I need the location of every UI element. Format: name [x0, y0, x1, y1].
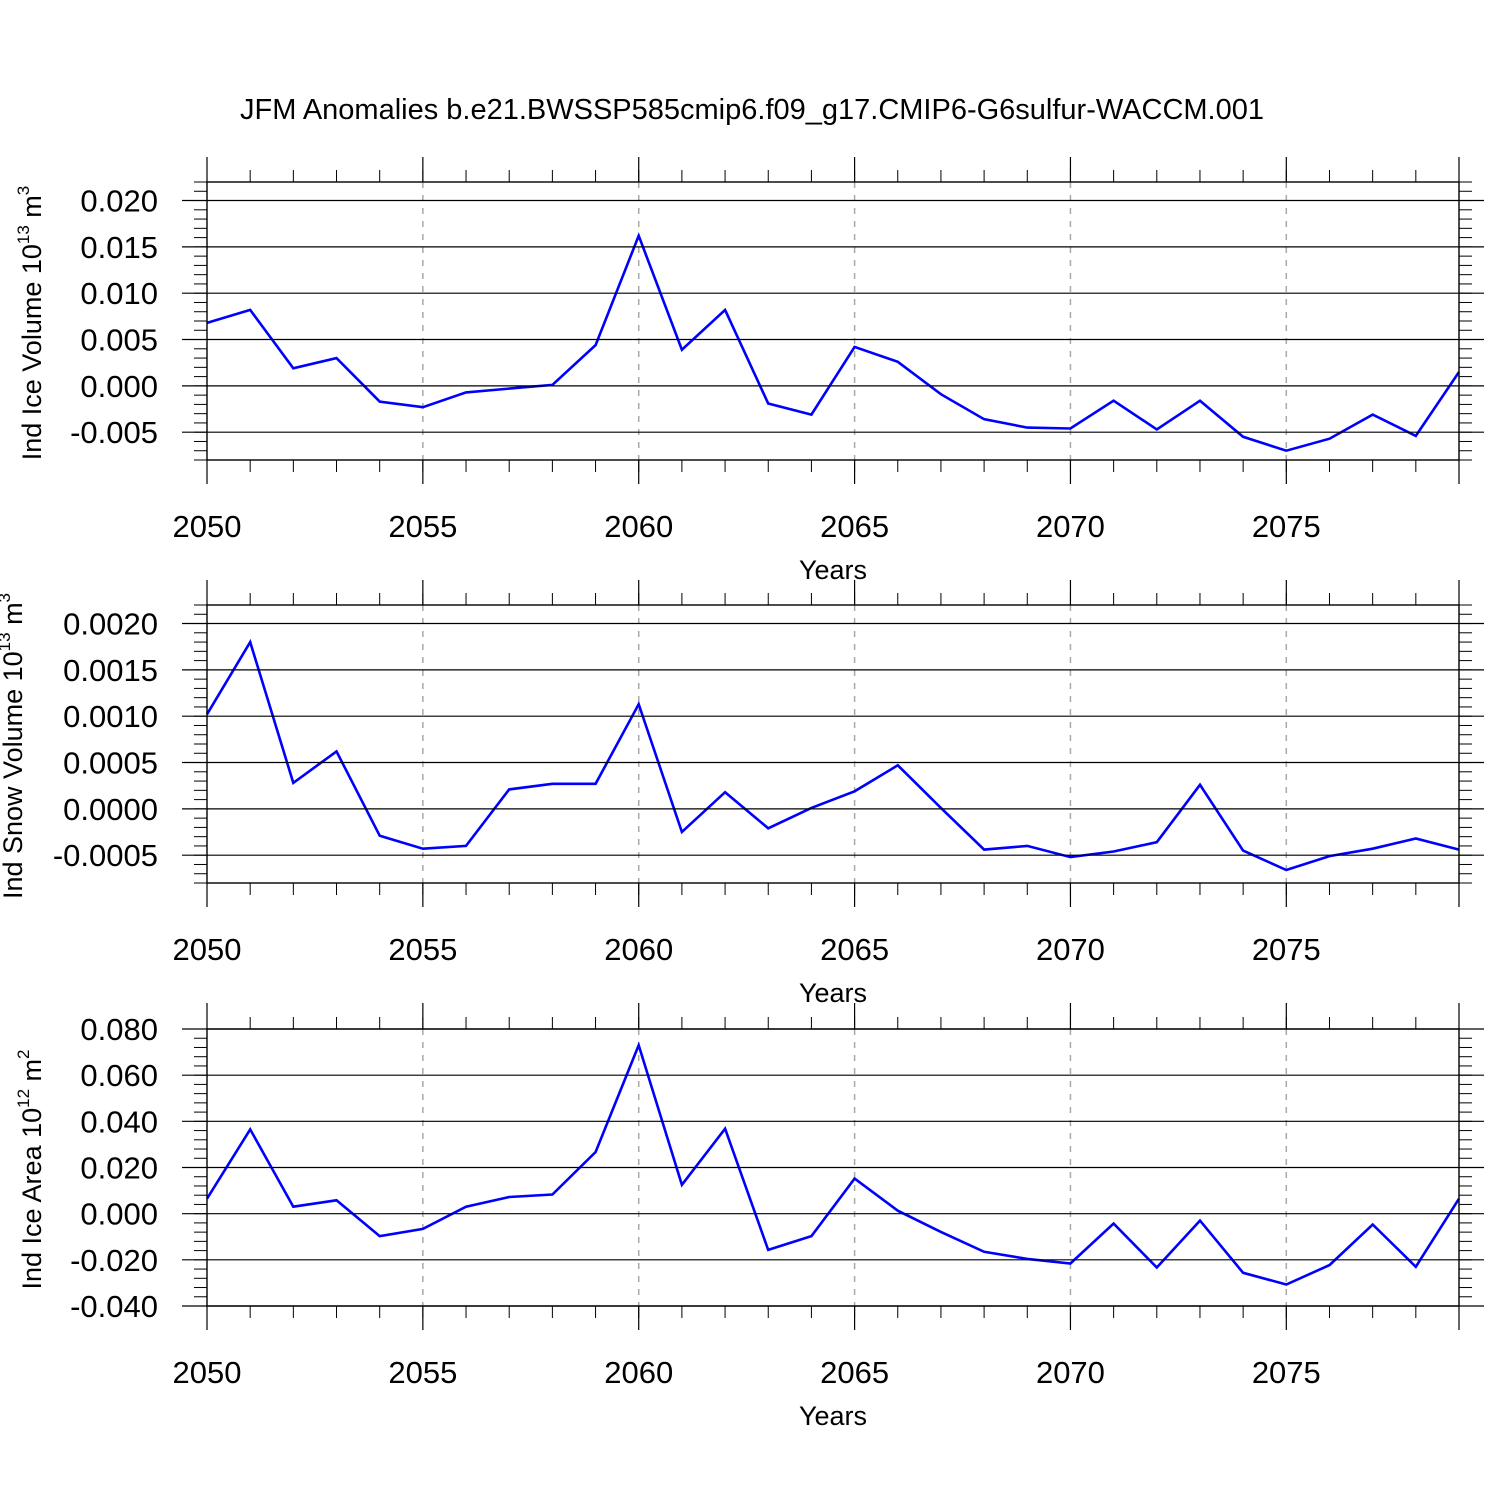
y-tick-label: 0.0005	[63, 746, 158, 781]
x-tick-label: 2055	[388, 932, 457, 967]
y-tick-label: -0.020	[70, 1243, 158, 1278]
y-tick-label: 0.080	[80, 1012, 158, 1047]
x-axis-label: Years	[799, 555, 867, 585]
y-tick-label: 0.015	[80, 230, 158, 265]
y-axis-label-superscript: 2	[14, 1049, 33, 1058]
x-tick-label: 2050	[173, 932, 242, 967]
plot-frame	[206, 1028, 1460, 1307]
y-axis-label-superscript: 3	[14, 186, 33, 195]
x-tick-label: 2060	[604, 932, 673, 967]
chart-panel-1: 0.020 0.015 0.010 0.005 0.000 -0.005 2050 2055 2…	[14, 157, 1484, 585]
x-tick-label: 2055	[388, 509, 457, 544]
x-tick-label: 2050	[173, 1355, 242, 1390]
x-tick-label: 2065	[820, 1355, 889, 1390]
x-tick-label: 2070	[1036, 509, 1105, 544]
y-tick-label: 0.040	[80, 1104, 158, 1139]
y-tick-label: 0.020	[80, 184, 158, 219]
y-tick-label: 0.010	[80, 276, 158, 311]
y-axis-label: Ind Ice Volume 1013 m3	[14, 186, 47, 461]
y-axis-label-text: Ind Ice Volume 10	[17, 244, 47, 460]
chart-panel-3: 0.080 0.060 0.040 0.020 0.000 -0.020 -0.040 205…	[14, 1003, 1484, 1431]
y-axis-label-text: m	[17, 195, 47, 225]
x-tick-label: 2075	[1252, 509, 1321, 544]
y-tick-label: 0.005	[80, 323, 158, 358]
y-axis-label-superscript: 13	[0, 632, 14, 651]
x-axis-label: Years	[799, 978, 867, 1008]
x-tick-label: 2075	[1252, 1355, 1321, 1390]
plot-frame	[206, 181, 1460, 461]
y-tick-label: 0.000	[80, 1197, 158, 1232]
y-axis-label-text: m	[17, 1059, 47, 1089]
y-tick-label: -0.040	[70, 1289, 158, 1324]
y-tick-label: 0.060	[80, 1058, 158, 1093]
y-axis-label-superscript: 3	[0, 593, 14, 602]
x-tick-label: 2070	[1036, 932, 1105, 967]
y-tick-label: -0.005	[70, 415, 158, 450]
figure-title: JFM Anomalies b.e21.BWSSP585cmip6.f09_g1…	[240, 94, 1264, 126]
x-axis-label: Years	[799, 1401, 867, 1431]
y-tick-label: 0.020	[80, 1151, 158, 1186]
y-axis-label-superscript: 12	[14, 1089, 33, 1108]
y-tick-label: 0.0020	[63, 607, 158, 642]
x-tick-label: 2060	[604, 1355, 673, 1390]
data-line	[205, 638, 1460, 872]
y-axis-label-text: Ind Ice Area 10	[17, 1108, 47, 1290]
y-tick-label: 0.0015	[63, 653, 158, 688]
y-axis-label: Ind Snow Volume 1013 m3	[0, 593, 28, 899]
x-tick-label: 2075	[1252, 932, 1321, 967]
y-axis-label: Ind Ice Area 1012 m2	[14, 1049, 47, 1289]
y-tick-label: 0.0000	[63, 792, 158, 827]
y-tick-label: -0.0005	[53, 838, 158, 873]
data-line	[205, 1041, 1461, 1286]
data-line	[206, 232, 1461, 453]
x-tick-label: 2060	[604, 509, 673, 544]
y-tick-label: 0.000	[80, 369, 158, 404]
chart-panel-2: 0.0020 0.0015 0.0010 0.0005 0.0000 -0.0005 205…	[0, 580, 1484, 1008]
x-tick-label: 2065	[820, 509, 889, 544]
y-axis-label-superscript: 13	[14, 225, 33, 244]
x-tick-label: 2055	[388, 1355, 457, 1390]
x-tick-label: 2070	[1036, 1355, 1105, 1390]
plot-frame	[206, 604, 1460, 884]
y-axis-label-text: Ind Snow Volume 10	[0, 651, 28, 899]
y-axis-label-text: m	[0, 602, 28, 632]
x-tick-label: 2050	[173, 509, 242, 544]
panels: 0.020 0.015 0.010 0.005 0.000 -0.005 2050 2055 2…	[0, 157, 1484, 1431]
y-tick-label: 0.0010	[63, 699, 158, 734]
x-tick-label: 2065	[820, 932, 889, 967]
